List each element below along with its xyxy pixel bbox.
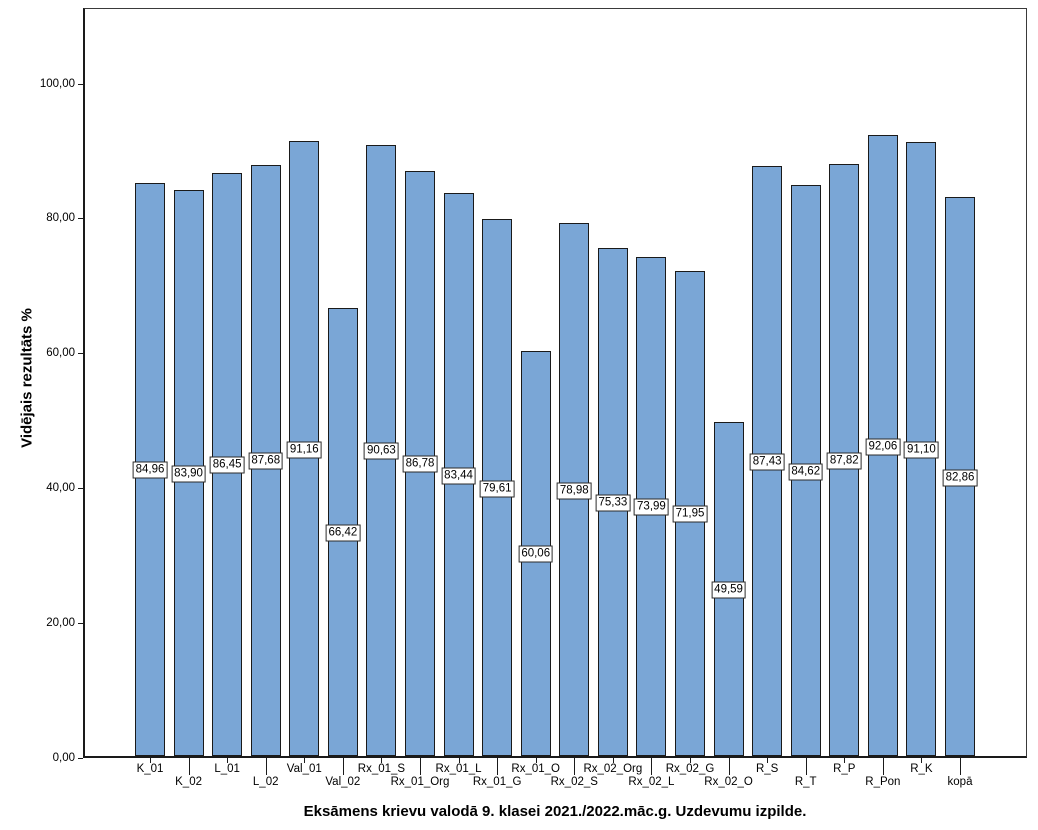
x-tick-label-L_02: L_02 <box>252 776 279 788</box>
x-tick-label-Val_01: Val_01 <box>286 763 322 775</box>
y-tick-label: 20,00 <box>46 617 75 630</box>
y-tick-mark <box>78 488 83 490</box>
x-tick-mark <box>535 758 537 763</box>
x-tick-label-R_K: R_K <box>910 763 933 775</box>
x-tick-label-L_01: L_01 <box>214 763 240 775</box>
x-tick-mark <box>227 758 229 763</box>
x-tick-mark <box>612 758 614 763</box>
x-tick-label-K_02: K_02 <box>175 776 202 788</box>
x-tick-mark <box>882 758 884 775</box>
x-tick-label-Rx_02_L: Rx_02_L <box>628 776 675 788</box>
x-tick-label-Rx_01_G: Rx_01_G <box>472 776 522 788</box>
value-label-Val_01: 91,16 <box>286 441 322 459</box>
x-tick-mark <box>497 758 499 775</box>
value-label-Rx_02_O: 49,59 <box>711 581 746 599</box>
x-tick-label-R_Pon: R_Pon <box>865 776 901 788</box>
value-label-Rx_01_G: 79,61 <box>479 480 515 498</box>
x-tick-mark <box>150 758 151 763</box>
x-tick-mark <box>690 758 691 763</box>
x-tick-label-K_01: K_01 <box>136 763 164 775</box>
x-tick-label-Rx_02_G: Rx_02_G <box>665 763 715 775</box>
value-label-R_T: 84,62 <box>788 463 824 481</box>
x-tick-label-Rx_01_O: Rx_01_O <box>511 763 560 775</box>
x-tick-mark <box>188 758 190 775</box>
value-label-K_01: 84,96 <box>132 461 168 479</box>
x-tick-mark <box>458 758 460 763</box>
y-tick-label: 40,00 <box>46 482 75 495</box>
x-tick-label-R_S: R_S <box>755 763 779 775</box>
x-tick-label-Rx_02_O: Rx_02_O <box>704 776 753 788</box>
x-tick-label-Rx_01_Org: Rx_01_Org <box>390 776 450 788</box>
y-tick-label: 100,00 <box>39 77 75 90</box>
x-tick-label-Rx_01_L: Rx_01_L <box>435 763 482 775</box>
x-tick-mark <box>767 758 769 763</box>
x-tick-mark <box>844 758 846 763</box>
x-tick-label-Rx_02_S: Rx_02_S <box>550 776 598 788</box>
x-tick-label-R_T: R_T <box>794 776 817 788</box>
x-tick-label-kopā: kopā <box>947 776 973 788</box>
value-label-Rx_02_Org: 75,33 <box>595 494 631 512</box>
x-axis-title: Eksāmens krievu valodā 9. klasei 2021./2… <box>303 803 807 820</box>
x-tick-mark <box>805 758 807 775</box>
value-label-Rx_02_S: 78,98 <box>556 482 592 500</box>
value-label-Rx_02_G: 71,95 <box>672 505 708 523</box>
y-tick-label: 80,00 <box>46 212 75 225</box>
x-tick-label-Rx_02_Org: Rx_02_Org <box>583 763 643 775</box>
x-tick-mark <box>574 758 576 775</box>
x-tick-label-R_P: R_P <box>833 763 856 775</box>
value-label-R_P: 87,82 <box>826 452 862 470</box>
plot-area: 84,96 83,90 86,45 87,68 91,16 66,42 90,63 86,78… <box>83 8 1027 758</box>
x-tick-mark <box>728 758 730 775</box>
x-tick-label-Val_02: Val_02 <box>325 776 361 788</box>
value-label-R_Pon: 92,06 <box>865 438 901 456</box>
y-tick-mark <box>78 218 83 220</box>
value-label-Rx_01_Org: 86,78 <box>402 455 438 473</box>
x-tick-mark <box>651 758 653 775</box>
value-label-L_02: 87,68 <box>248 452 284 470</box>
x-tick-mark <box>921 758 923 763</box>
value-label-L_01: 86,45 <box>209 456 245 474</box>
y-tick-label: 60,00 <box>46 347 75 360</box>
value-label-Rx_02_L: 73,99 <box>634 498 669 516</box>
value-label-kopā: 82,86 <box>942 469 978 487</box>
x-tick-label-Rx_01_S: Rx_01_S <box>357 763 406 775</box>
x-tick-mark <box>381 758 383 763</box>
y-tick-mark <box>78 83 83 85</box>
value-label-Rx_01_S: 90,63 <box>364 442 399 460</box>
value-label-R_S: 87,43 <box>749 453 785 471</box>
y-axis-title: Vidējais rezultāts % <box>18 308 36 448</box>
x-tick-mark <box>420 758 421 775</box>
value-label-Rx_01_O: 60,06 <box>518 545 554 563</box>
y-tick-mark <box>78 353 83 355</box>
y-tick-mark <box>78 623 83 625</box>
y-tick-mark <box>78 758 83 759</box>
value-label-Val_02: 66,42 <box>325 524 361 542</box>
x-tick-mark <box>960 758 961 775</box>
x-tick-mark <box>342 758 344 775</box>
value-label-K_02: 83,90 <box>171 465 206 483</box>
value-label-Rx_01_L: 83,44 <box>441 467 476 485</box>
y-tick-label: 0,00 <box>52 752 75 764</box>
x-tick-mark <box>304 758 306 763</box>
value-label-R_K: 91,10 <box>904 441 939 459</box>
x-tick-mark <box>265 758 267 775</box>
